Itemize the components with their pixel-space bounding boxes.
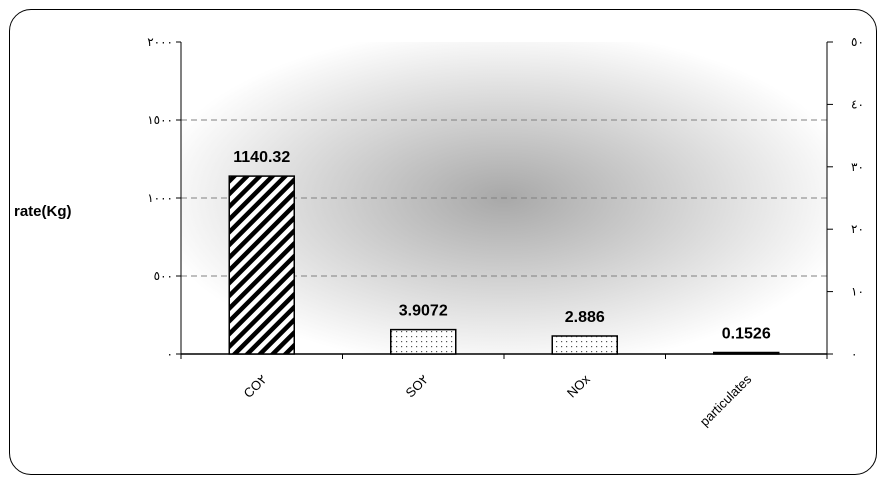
left-tick-label: ٥٠٠ xyxy=(154,269,173,283)
right-tick-label: ٣٠ xyxy=(851,160,864,174)
y-axis-label: rate(Kg) xyxy=(14,203,72,220)
data-label: 0.1526 xyxy=(722,326,771,343)
data-labels: 1140.32 3.9072 2.886 0.1526 xyxy=(233,149,771,342)
category-label: SO٢ xyxy=(403,372,432,401)
bar xyxy=(228,175,295,355)
category-labels: CO٢ SO٢ NOx particulates xyxy=(241,371,755,429)
right-tick-label: ٤٠ xyxy=(851,97,864,111)
bar xyxy=(390,328,457,355)
left-tick-label: ١٥٠٠ xyxy=(147,113,173,127)
category-label: particulates xyxy=(697,371,755,429)
data-label: 1140.32 xyxy=(233,149,290,166)
bar xyxy=(551,335,618,355)
right-tick-label: ٥٠ xyxy=(851,35,864,49)
category-label: NOx xyxy=(564,371,593,400)
bars xyxy=(228,175,780,355)
right-tick-label: ١٠ xyxy=(851,285,864,299)
gridlines xyxy=(181,119,827,277)
left-tick-label: ١٠٠٠ xyxy=(147,191,173,205)
left-tick-label: ٠ xyxy=(167,347,173,361)
right-tick-label: ٢٠ xyxy=(851,222,864,236)
right-tick-label: ٠ xyxy=(851,347,857,361)
category-label: CO٢ xyxy=(241,372,270,401)
bar xyxy=(713,351,780,355)
left-tick-label: ٢٠٠٠ xyxy=(147,35,173,49)
data-label: 2.886 xyxy=(565,309,605,326)
data-label: 3.9072 xyxy=(399,303,448,320)
